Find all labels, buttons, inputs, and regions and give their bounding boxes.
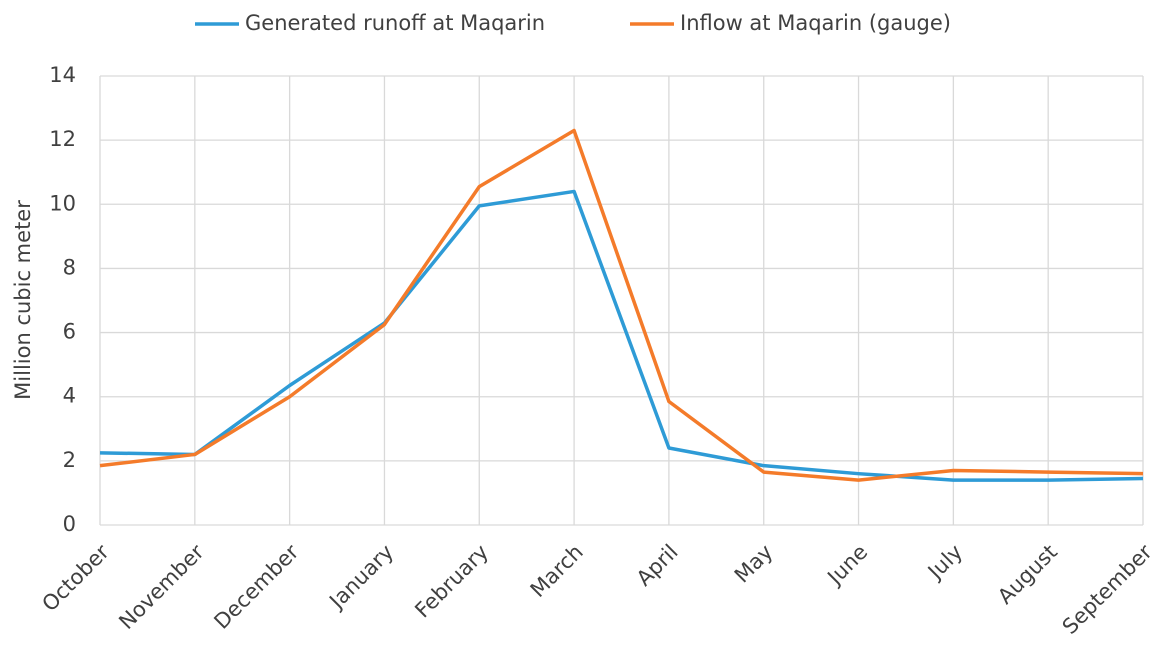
y-tick-label: 6 — [63, 320, 76, 344]
x-tick-label: July — [922, 540, 967, 585]
x-tick-label: October — [37, 540, 114, 617]
x-tick-label: March — [526, 540, 588, 602]
y-tick-label: 8 — [63, 255, 76, 279]
x-tick-label: April — [632, 540, 683, 591]
x-tick-label: November — [114, 540, 208, 634]
y-tick-label: 12 — [49, 127, 76, 151]
series-line — [99, 128, 1144, 482]
y-tick-label: 10 — [49, 191, 76, 215]
y-tick-label: 2 — [63, 448, 76, 472]
x-tick-label: January — [324, 540, 399, 615]
legend-label: Inflow at Maqarin (gauge) — [680, 11, 951, 35]
x-tick-label: August — [993, 540, 1062, 609]
series-line — [99, 189, 1144, 482]
legend-label: Generated runoff at Maqarin — [245, 11, 545, 35]
x-tick-label: February — [410, 540, 493, 623]
y-axis-label: Million cubic meter — [11, 200, 35, 400]
x-tick-label: June — [822, 540, 873, 591]
x-tick-label: September — [1058, 540, 1157, 639]
y-tick-label: 14 — [49, 63, 76, 87]
y-tick-label: 4 — [63, 384, 76, 408]
x-tick-label: May — [730, 540, 778, 588]
y-tick-label: 0 — [63, 512, 76, 536]
x-tick-label: December — [209, 540, 303, 634]
